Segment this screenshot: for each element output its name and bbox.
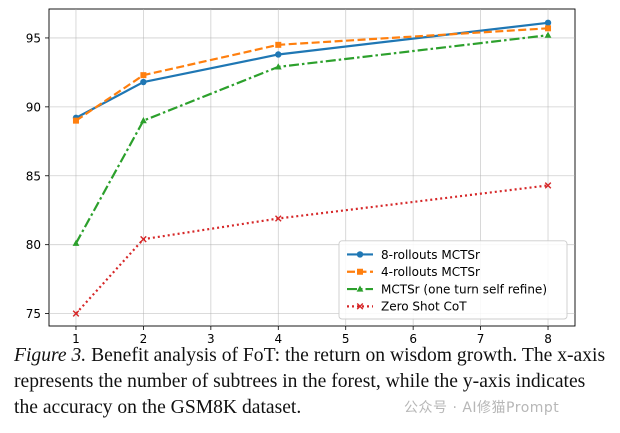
legend-entry: 8-rollouts MCTSr bbox=[347, 248, 480, 262]
axis-ticks: 1 2 3 4 5 6 7 8 75 80 85 90 95 bbox=[26, 31, 552, 346]
x-tick-label: 3 bbox=[207, 332, 215, 346]
series-4-rollouts-mctsr bbox=[72, 25, 552, 124]
legend-label: 4-rollouts MCTSr bbox=[381, 265, 480, 279]
y-tick-label: 90 bbox=[26, 100, 41, 114]
series-line bbox=[75, 184, 549, 315]
data-point bbox=[140, 117, 147, 124]
data-point bbox=[140, 78, 147, 86]
y-tick-label: 85 bbox=[26, 169, 41, 183]
y-tick-label: 95 bbox=[26, 31, 41, 45]
series-mctsr-one-turn-self-refine bbox=[72, 31, 552, 246]
data-point bbox=[140, 235, 147, 243]
data-point bbox=[274, 63, 282, 70]
legend-entry: 4-rollouts MCTSr bbox=[347, 265, 480, 279]
legend-box bbox=[338, 240, 568, 320]
caption-label: Figure 3. bbox=[14, 345, 87, 366]
data-point bbox=[544, 31, 552, 38]
data-point bbox=[544, 19, 552, 26]
legend-label: 8-rollouts MCTSr bbox=[381, 248, 480, 262]
x-tick-label: 2 bbox=[140, 332, 148, 346]
watermark-text: 公众号 · AI修猫Prompt bbox=[404, 400, 560, 416]
series-line bbox=[75, 21, 549, 119]
x-tick-label: 1 bbox=[72, 332, 80, 346]
series-zero-shot-cot bbox=[72, 182, 552, 317]
legend: 8-rollouts MCTSr 4-rollouts MCTSr MCTSr (o… bbox=[338, 240, 568, 320]
y-tick-label: 80 bbox=[26, 238, 41, 252]
legend-label: Zero Shot CoT bbox=[381, 300, 467, 314]
data-point bbox=[72, 310, 80, 317]
legend-marker bbox=[356, 303, 364, 310]
x-tick-label: 7 bbox=[477, 332, 485, 346]
data-point bbox=[140, 72, 147, 79]
legend-marker bbox=[357, 268, 363, 275]
series-line bbox=[75, 27, 549, 122]
legend-marker bbox=[356, 251, 364, 258]
data-point bbox=[72, 239, 80, 246]
legend-entry: MCTSr (one turn self refine) bbox=[347, 282, 547, 296]
data-point bbox=[545, 25, 552, 32]
y-tick-label: 75 bbox=[26, 307, 41, 321]
figure-caption: Figure 3. Benefit analysis of FoT: the r… bbox=[14, 343, 614, 421]
series-line bbox=[75, 34, 549, 244]
x-tick-label: 5 bbox=[342, 332, 350, 346]
data-point bbox=[275, 41, 282, 48]
x-tick-label: 6 bbox=[409, 332, 417, 346]
series-8-rollouts-mctsr bbox=[72, 19, 552, 122]
series-lines bbox=[72, 19, 552, 317]
legend-marker bbox=[356, 285, 364, 292]
legend-label: MCTSr (one turn self refine) bbox=[381, 282, 547, 296]
data-point bbox=[72, 117, 79, 124]
legend-entry: Zero Shot CoT bbox=[347, 300, 467, 314]
caption-text: Benefit analysis of FoT: the return on w… bbox=[14, 345, 606, 418]
x-tick-label: 8 bbox=[544, 332, 552, 346]
x-tick-label: 4 bbox=[274, 332, 282, 346]
data-point bbox=[544, 182, 552, 189]
data-point bbox=[275, 51, 282, 58]
data-point bbox=[274, 215, 282, 222]
